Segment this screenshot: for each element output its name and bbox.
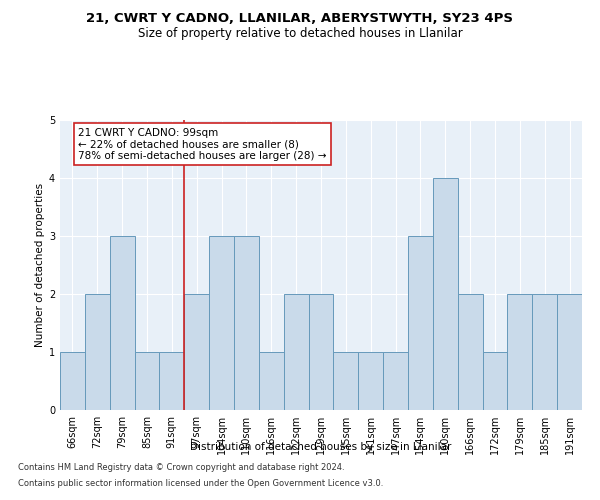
Bar [209, 236, 234, 410]
Bar [508, 294, 532, 410]
Text: Contains HM Land Registry data © Crown copyright and database right 2024.: Contains HM Land Registry data © Crown c… [18, 464, 344, 472]
Bar [259, 352, 284, 410]
Bar [383, 352, 408, 410]
Bar [308, 294, 334, 410]
Bar [110, 236, 134, 410]
Bar [358, 352, 383, 410]
Bar [160, 352, 184, 410]
Bar [85, 294, 110, 410]
Text: Size of property relative to detached houses in Llanilar: Size of property relative to detached ho… [137, 28, 463, 40]
Bar [334, 352, 358, 410]
Text: Distribution of detached houses by size in Llanilar: Distribution of detached houses by size … [190, 442, 452, 452]
Bar [458, 294, 482, 410]
Bar [532, 294, 557, 410]
Bar [284, 294, 308, 410]
Bar [184, 294, 209, 410]
Bar [134, 352, 160, 410]
Bar [60, 352, 85, 410]
Bar [482, 352, 508, 410]
Bar [557, 294, 582, 410]
Bar [408, 236, 433, 410]
Text: Contains public sector information licensed under the Open Government Licence v3: Contains public sector information licen… [18, 478, 383, 488]
Bar [234, 236, 259, 410]
Text: 21 CWRT Y CADNO: 99sqm
← 22% of detached houses are smaller (8)
78% of semi-deta: 21 CWRT Y CADNO: 99sqm ← 22% of detached… [78, 128, 326, 160]
Bar [433, 178, 458, 410]
Text: 21, CWRT Y CADNO, LLANILAR, ABERYSTWYTH, SY23 4PS: 21, CWRT Y CADNO, LLANILAR, ABERYSTWYTH,… [86, 12, 514, 26]
Y-axis label: Number of detached properties: Number of detached properties [35, 183, 45, 347]
